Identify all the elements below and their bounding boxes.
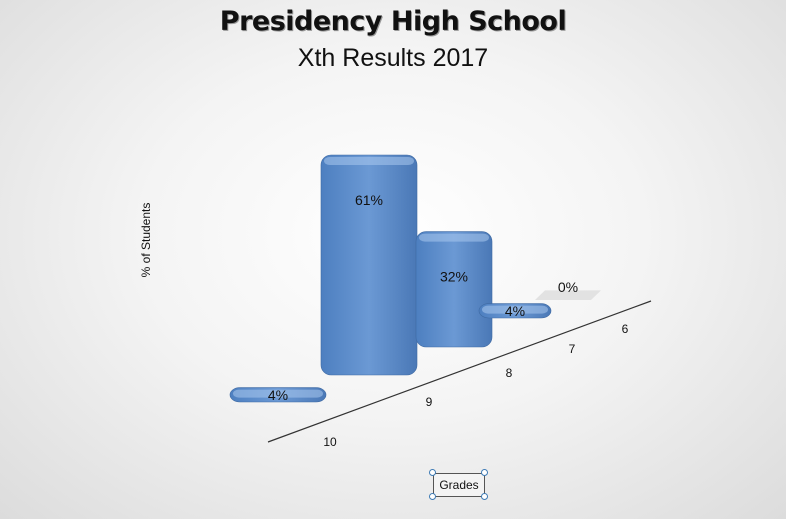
x-axis-line [267,300,652,443]
data-label-grade-6: 0% [558,279,578,295]
chart-title: Presidency High School [219,6,567,37]
x-tick-label-9: 9 [426,395,433,409]
x-axis-label[interactable]: Grades [433,473,485,497]
selection-handle-top-left[interactable] [429,469,436,476]
bar-grade-6[interactable] [535,290,601,300]
x-tick-label-10: 10 [323,435,337,449]
bar-grade-8[interactable] [415,231,493,348]
selection-handle-bottom-left[interactable] [429,493,436,500]
x-tick-label-6: 6 [622,322,629,336]
chart-subtitle: Xth Results 2017 [297,44,489,72]
bar-grade-10[interactable] [229,387,327,403]
x-tick-label-7: 7 [569,342,576,356]
bar-grade-7[interactable] [478,303,552,319]
bar-grade-9[interactable] [320,154,418,376]
data-label-grade-9: 61% [355,192,383,208]
x-tick-label-8: 8 [506,366,513,380]
data-label-grade-8: 32% [440,269,468,285]
data-label-grade-10: 4% [268,387,288,403]
selection-handle-bottom-right[interactable] [481,493,488,500]
selection-handle-top-right[interactable] [481,469,488,476]
data-label-grade-7: 4% [505,303,525,319]
